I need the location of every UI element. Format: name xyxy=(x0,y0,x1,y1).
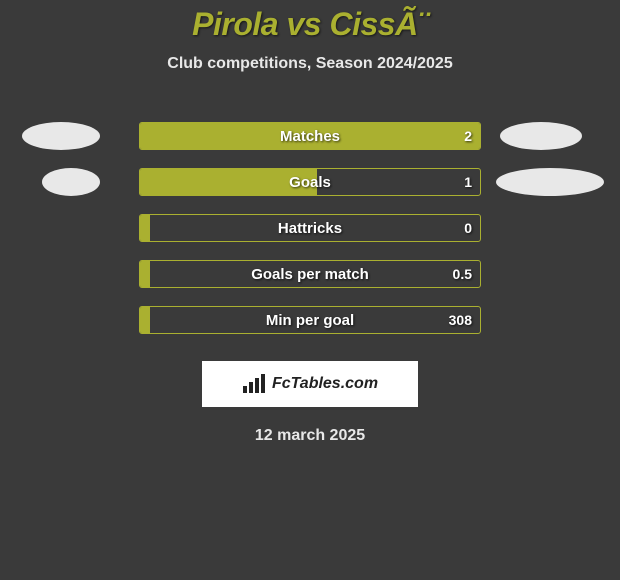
stat-row: Min per goal308 xyxy=(0,297,620,343)
bar-value: 2 xyxy=(464,123,472,149)
bar-value: 0 xyxy=(464,215,472,241)
bar-label: Goals xyxy=(140,169,480,195)
site-logo: FcTables.com xyxy=(202,361,418,407)
bar-label: Min per goal xyxy=(140,307,480,333)
subtitle: Club competitions, Season 2024/2025 xyxy=(0,55,620,73)
comparison-infographic: Pirola vs CissÃ¨ Club competitions, Seas… xyxy=(0,0,620,445)
bar-label: Hattricks xyxy=(140,215,480,241)
page-title: Pirola vs CissÃ¨ xyxy=(0,6,620,43)
date-label: 12 march 2025 xyxy=(0,427,620,445)
bar-value: 1 xyxy=(464,169,472,195)
bar-value: 308 xyxy=(449,307,472,333)
right-ellipse xyxy=(500,122,582,150)
right-ellipse xyxy=(496,168,604,196)
logo-text: FcTables.com xyxy=(272,375,378,393)
bar-value: 0.5 xyxy=(453,261,472,287)
bar-track: Matches2 xyxy=(139,122,481,150)
bar-track: Goals1 xyxy=(139,168,481,196)
stat-row: Goals1 xyxy=(0,159,620,205)
left-ellipse xyxy=(42,168,100,196)
bar-track: Goals per match0.5 xyxy=(139,260,481,288)
stat-row: Goals per match0.5 xyxy=(0,251,620,297)
left-ellipse xyxy=(22,122,100,150)
chart-area: Matches2Goals1Hattricks0Goals per match0… xyxy=(0,113,620,343)
bar-track: Min per goal308 xyxy=(139,306,481,334)
bars-icon xyxy=(242,374,268,394)
bar-label: Matches xyxy=(140,123,480,149)
bar-label: Goals per match xyxy=(140,261,480,287)
stat-row: Matches2 xyxy=(0,113,620,159)
stat-row: Hattricks0 xyxy=(0,205,620,251)
bar-track: Hattricks0 xyxy=(139,214,481,242)
